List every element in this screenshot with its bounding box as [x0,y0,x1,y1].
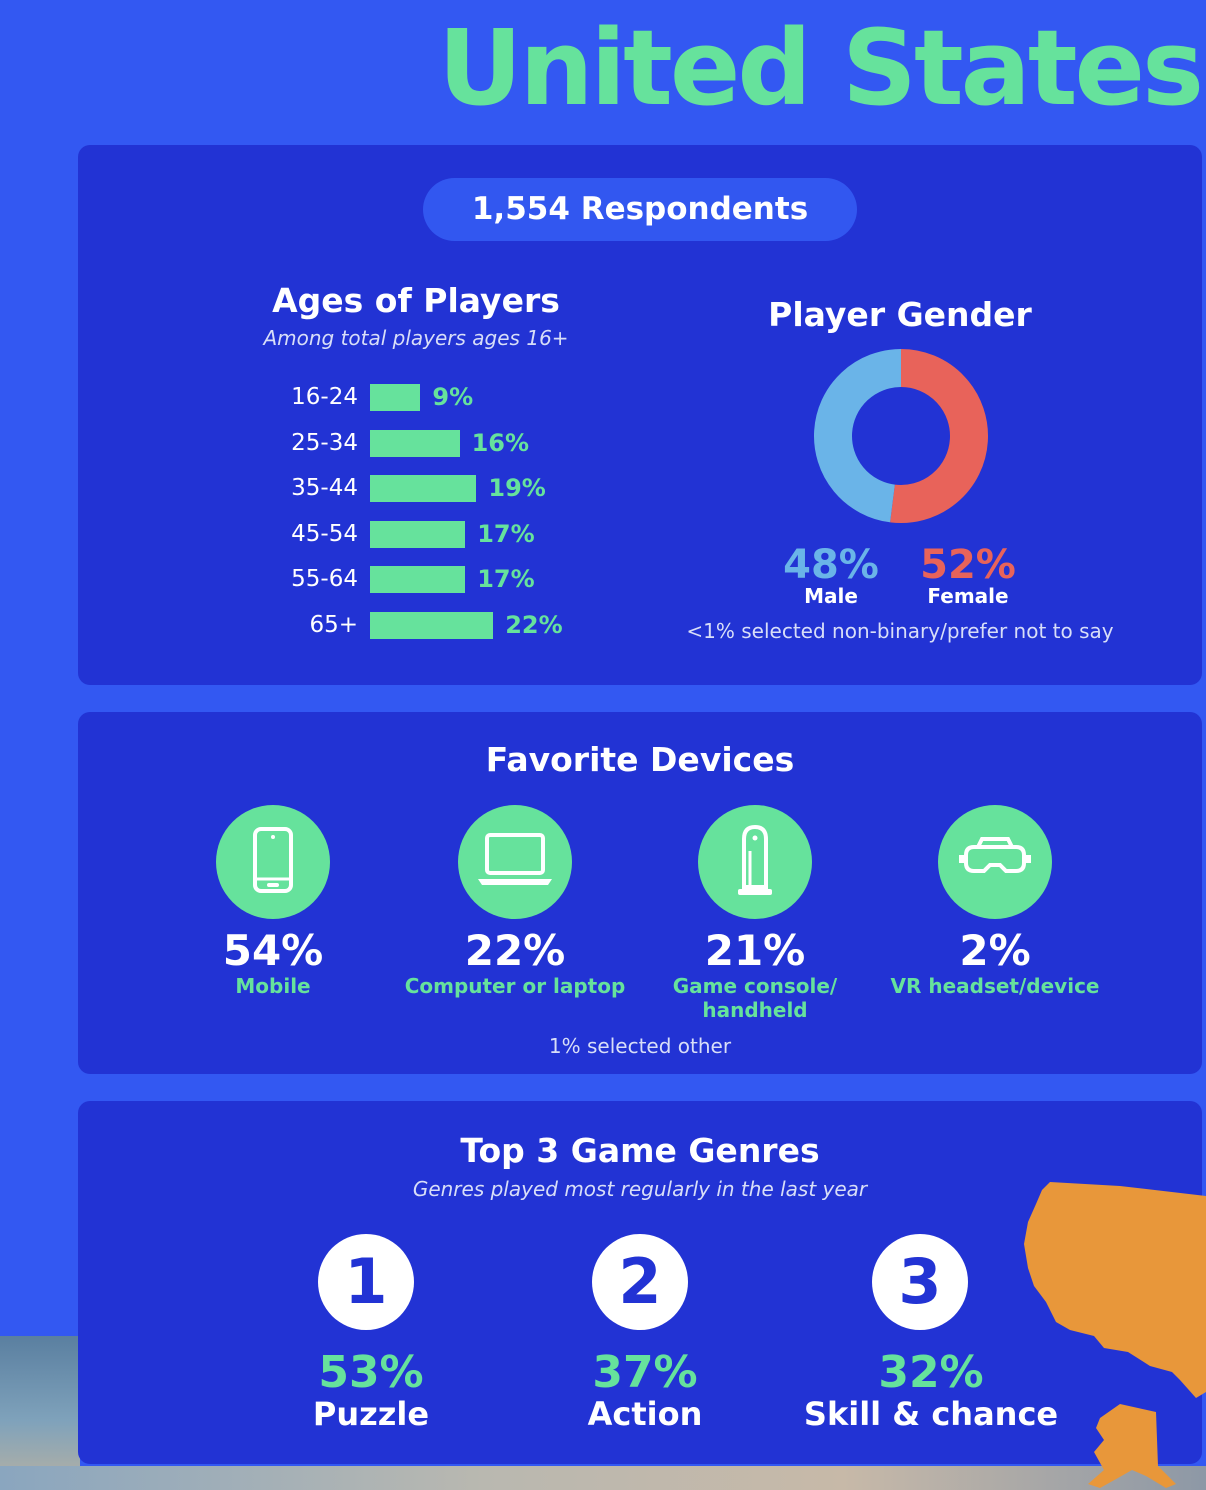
page-title: United States [438,8,1204,128]
devices-title: Favorite Devices [485,740,795,779]
genres-title: Top 3 Game Genres [460,1131,820,1170]
device-item-vr [938,805,1052,919]
genres-subtitle: Genres played most regularly in the last… [412,1177,868,1201]
age-bar-value: 22% [505,611,563,639]
age-bar-label: 25-34 [291,429,358,456]
genre-label-2: Action [587,1395,703,1433]
age-bar-row: 65+ 22% [258,610,598,640]
gender-note: <1% selected non-binary/prefer not to sa… [686,619,1114,643]
gender-chart-title: Player Gender [768,295,1032,334]
devices-note: 1% selected other [548,1034,732,1058]
ages-chart-subtitle: Among total players ages 16+ [263,326,569,350]
age-bar-label: 16-24 [291,384,358,410]
age-bar-row: 55-64 17% [258,564,598,594]
genres-panel: Top 3 Game Genres Genres played most reg… [78,1101,1202,1464]
age-bar-value: 17% [477,519,535,548]
male-label: Male [804,584,858,608]
age-bar-label: 65+ [309,612,358,638]
respondents-badge: 1,554 Respondents [423,178,857,241]
device-percent-mobile: 54% [222,926,324,975]
device-label-mobile: Mobile [235,974,311,998]
age-bar-value: 19% [488,474,546,503]
age-bar-row: 16-24 9% [258,382,598,412]
device-percent-vr: 2% [959,926,1031,975]
laptop-icon [478,833,552,885]
device-item-mobile [216,805,330,919]
device-label-console: Game console/ handheld [672,974,838,1022]
age-bar-value: 16% [471,428,530,457]
device-label-laptop: Computer or laptop [404,974,626,998]
genre-percent-2: 37% [592,1347,698,1398]
age-bar [370,429,460,457]
devices-panel: Favorite Devices 54% Mobile 22% Computer… [78,712,1202,1074]
genre-percent-1: 53% [318,1347,424,1398]
gender-donut-chart [814,349,988,523]
age-bar-label: 55-64 [291,566,358,593]
female-percent: 52% [920,542,1016,588]
genre-percent-3: 32% [878,1347,984,1398]
male-slice [814,349,902,523]
age-bar-row: 25-34 16% [258,428,598,458]
male-percent: 48% [783,542,879,588]
age-bar [370,475,477,503]
genre-label-1: Puzzle [312,1395,430,1433]
age-bar-label: 35-44 [291,475,358,502]
age-bar [370,520,466,548]
female-label: Female [927,584,1009,608]
age-bar-label: 45-54 [291,520,358,547]
female-slice [890,349,988,523]
background-photo [0,1336,80,1490]
age-bar-value: 9% [432,383,474,411]
age-bar [370,566,466,594]
device-percent-console: 21% [704,926,806,975]
mobile-phone-icon [253,827,293,893]
genre-rank-3: 3 [872,1234,968,1330]
device-label-vr: VR headset/device [890,974,1100,998]
game-console-icon [738,824,772,895]
age-bar-row: 45-54 17% [258,519,598,549]
vr-headset-icon [959,837,1031,873]
age-bar [370,612,494,639]
background-photo-bottom [0,1466,1206,1490]
device-item-laptop [458,805,572,919]
age-bar [370,384,421,411]
device-percent-laptop: 22% [464,926,566,975]
genre-label-3: Skill & chance [803,1395,1059,1433]
genre-rank-2: 2 [592,1234,688,1330]
demographics-panel: 1,554 Respondents Ages of Players Among … [78,145,1202,685]
genre-rank-1: 1 [318,1234,414,1330]
device-item-console [698,805,812,919]
ages-chart-title: Ages of Players [272,281,560,320]
age-bar-value: 17% [477,565,535,594]
age-bar-row: 35-44 19% [258,473,598,503]
